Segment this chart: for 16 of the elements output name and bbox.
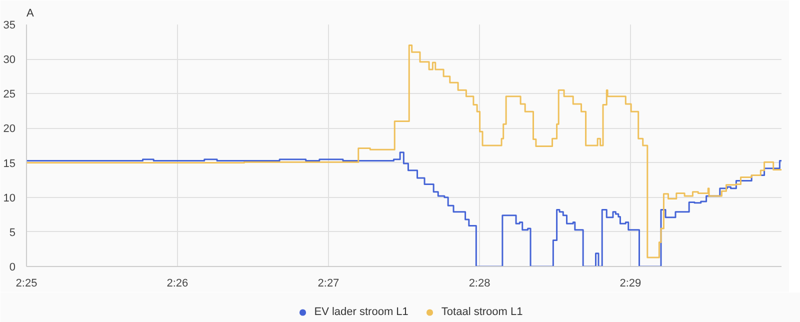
y-tick-label: 10 — [3, 192, 16, 204]
legend-label: Totaal stroom L1 — [441, 306, 523, 318]
y-tick-label: 5 — [9, 226, 16, 239]
x-tick-label: 2:27 — [318, 278, 340, 290]
x-tick-label: 2:25 — [16, 278, 38, 290]
y-tick-label: 0 — [9, 262, 16, 274]
legend-label: EV lader stroom L1 — [314, 306, 408, 318]
y-tick-label: 35 — [3, 20, 16, 32]
x-tick-label: 2:28 — [468, 278, 490, 290]
x-tick-label: 2:26 — [166, 278, 188, 290]
y-tick-label: 30 — [3, 54, 16, 66]
y-axis-title: A — [26, 8, 34, 20]
y-tick-label: 25 — [3, 88, 16, 101]
x-tick-label: 2:29 — [620, 278, 642, 290]
y-tick-label: 15 — [3, 158, 16, 170]
y-tick-label: 20 — [3, 123, 16, 136]
